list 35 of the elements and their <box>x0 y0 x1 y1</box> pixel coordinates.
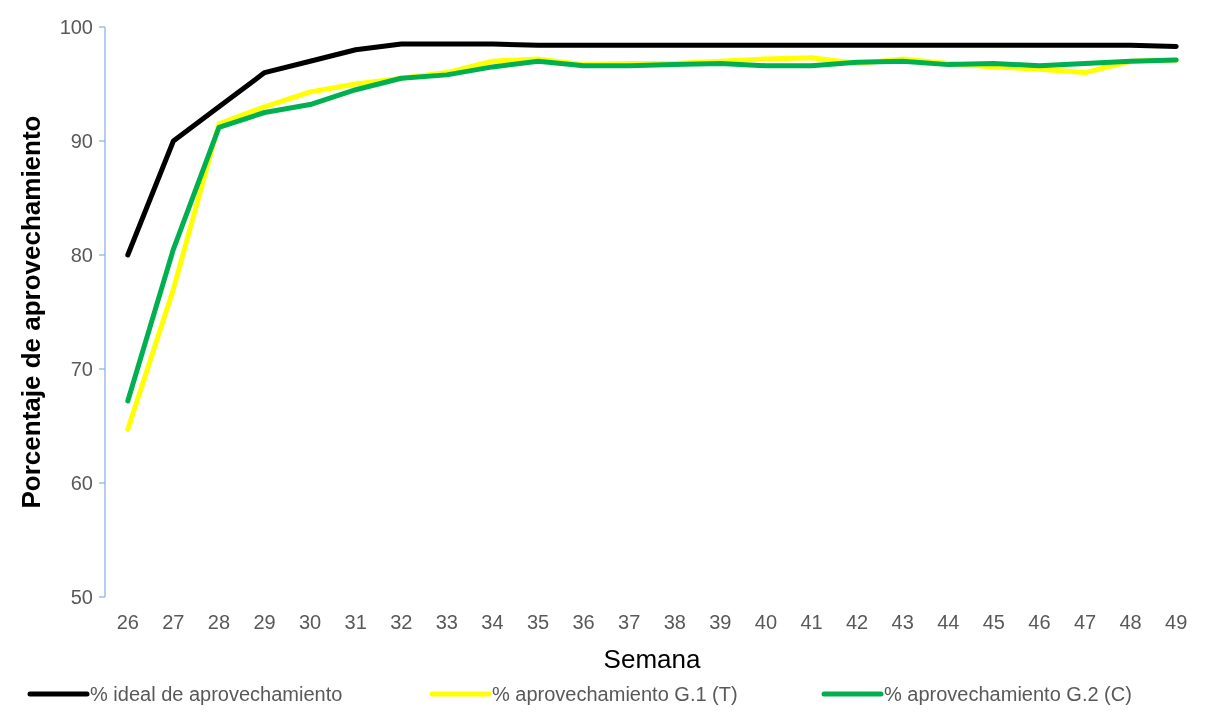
legend-label: % aprovechamiento G.1 (T) <box>492 683 738 705</box>
y-tick-label: 60 <box>70 472 93 494</box>
x-tick-label: 32 <box>390 611 413 633</box>
y-tick-label: 90 <box>70 130 93 152</box>
x-tick-label: 43 <box>891 611 914 633</box>
y-axis-title: Porcentaje de aprovechamiento <box>16 115 46 509</box>
x-tick-label: 35 <box>526 611 550 633</box>
x-tick-label: 47 <box>1073 611 1097 633</box>
y-tick-label: 80 <box>70 244 93 266</box>
y-tick-label: 50 <box>70 586 93 608</box>
x-tick-label: 37 <box>618 611 641 633</box>
x-tick-label: 34 <box>481 611 504 633</box>
x-tick-label: 30 <box>299 611 322 633</box>
x-tick-label: 38 <box>663 611 686 633</box>
x-tick-label: 27 <box>162 611 185 633</box>
x-tick-label: 45 <box>982 611 1005 633</box>
x-tick-label: 29 <box>253 611 276 633</box>
x-tick-label: 26 <box>116 611 139 633</box>
x-tick-label: 42 <box>846 611 869 633</box>
legend-label: % aprovechamiento G.2 (C) <box>884 683 1132 705</box>
x-tick-label: 39 <box>709 611 732 633</box>
legend-label: % ideal de aprovechamiento <box>90 683 343 705</box>
x-tick-label: 31 <box>344 611 367 633</box>
x-tick-label: 44 <box>937 611 960 633</box>
x-tick-label: 40 <box>754 611 778 633</box>
x-tick-label: 33 <box>435 611 458 633</box>
x-axis-title: Semana <box>603 644 701 674</box>
x-tick-label: 49 <box>1165 611 1188 633</box>
x-tick-label: 41 <box>800 611 823 633</box>
y-tick-label: 70 <box>70 358 93 380</box>
x-tick-label: 28 <box>207 611 231 633</box>
x-tick-label: 36 <box>572 611 595 633</box>
x-tick-label: 48 <box>1119 611 1142 633</box>
x-tick-label: 46 <box>1028 611 1051 633</box>
y-tick-label: 100 <box>59 16 93 38</box>
